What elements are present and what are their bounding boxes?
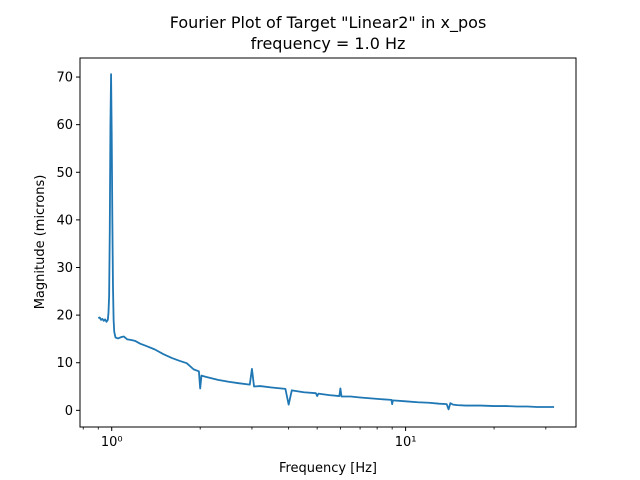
y-tick-label: 30	[56, 261, 73, 276]
y-tick-label: 10	[56, 356, 73, 371]
chart-subtitle: frequency = 1.0 Hz	[251, 34, 406, 53]
x-axis-label: Frequency [Hz]	[279, 461, 377, 476]
y-tick-label: 20	[56, 309, 73, 324]
y-tick-label: 0	[65, 404, 73, 419]
y-tick-label: 70	[56, 71, 73, 86]
y-tick-label: 40	[56, 213, 73, 228]
x-tick-label: 10⁰	[101, 435, 123, 450]
x-axis-minor-ticks	[82, 427, 547, 430]
y-axis-label: Magnitude (microns)	[33, 175, 48, 310]
plot-frame	[79, 57, 577, 428]
series-line	[97, 73, 555, 411]
y-tick-label: 50	[56, 166, 73, 181]
y-axis-ticks: 0 10 20 30 40 50 60 70	[56, 71, 80, 419]
x-axis-ticks: 10⁰ 10¹	[101, 427, 417, 450]
chart-title: Fourier Plot of Target "Linear2" in x_po…	[170, 13, 487, 33]
x-tick-label: 10¹	[395, 435, 417, 450]
y-tick-label: 60	[56, 118, 73, 133]
